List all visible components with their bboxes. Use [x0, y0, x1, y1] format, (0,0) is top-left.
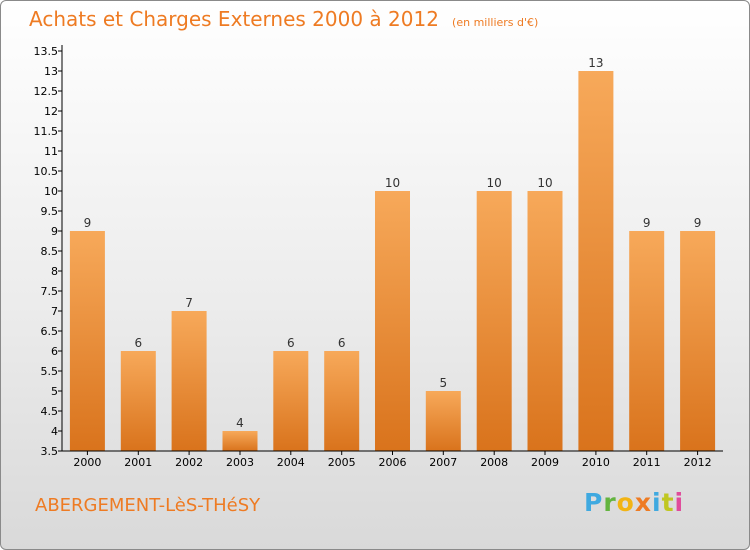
- y-tick-label-13: 13: [44, 65, 58, 78]
- bar-2001: [120, 351, 156, 451]
- y-tick-label-4: 4: [51, 425, 58, 438]
- y-tick-label-11: 11: [44, 145, 58, 158]
- logo-letter-t: t: [661, 488, 675, 517]
- x-tick-label-2012: 2012: [684, 456, 712, 469]
- y-tick-label-4.5: 4.5: [41, 405, 59, 418]
- x-tick-label-2002: 2002: [175, 456, 203, 469]
- bar-2009: [527, 191, 563, 451]
- data-label-2004: 6: [287, 336, 295, 350]
- x-tick-label-2000: 2000: [73, 456, 101, 469]
- y-tick-label-12: 12: [44, 105, 58, 118]
- y-tick-label-6: 6: [51, 345, 58, 358]
- location-label: ABERGEMENT-LèS-THéSY: [35, 495, 261, 516]
- data-label-2011: 9: [643, 216, 651, 230]
- y-tick-label-13.5: 13.5: [34, 45, 59, 58]
- logo-letter-x: x: [634, 488, 652, 517]
- x-tick-label-2005: 2005: [328, 456, 356, 469]
- bar-2005: [324, 351, 360, 451]
- y-tick-label-10: 10: [44, 185, 58, 198]
- bar-2010: [578, 71, 614, 451]
- y-tick-label-7: 7: [51, 305, 58, 318]
- data-label-2001: 6: [134, 336, 142, 350]
- logo-letter-p: P: [584, 488, 604, 517]
- x-tick-label-2006: 2006: [379, 456, 407, 469]
- data-label-2000: 9: [84, 216, 92, 230]
- bar-2011: [629, 231, 665, 451]
- y-tick-label-8.5: 8.5: [41, 245, 59, 258]
- data-label-2002: 7: [185, 296, 193, 310]
- y-tick-label-8: 8: [51, 265, 58, 278]
- y-tick-label-11.5: 11.5: [34, 125, 59, 138]
- bars-group: 9 6 7 4 6 6 10 5 10 10 13 9 9: [69, 56, 716, 451]
- bar-2002: [171, 311, 207, 451]
- data-label-2008: 10: [487, 176, 502, 190]
- bar-2004: [273, 351, 309, 451]
- data-label-2009: 10: [537, 176, 552, 190]
- logo-letter-i2: i: [674, 488, 685, 517]
- x-tick-label-2001: 2001: [124, 456, 152, 469]
- data-label-2007: 5: [439, 376, 447, 390]
- y-tick-label-10.5: 10.5: [34, 165, 59, 178]
- y-tick-label-5: 5: [51, 385, 58, 398]
- data-label-2006: 10: [385, 176, 400, 190]
- logo-letter-i1: i: [652, 488, 662, 517]
- chart-subtitle: (en milliers d'€): [452, 16, 539, 29]
- logo-letter-o: o: [616, 488, 635, 517]
- proxiti-logo[interactable]: Proxiti: [584, 488, 684, 517]
- x-tick-label-2007: 2007: [429, 456, 457, 469]
- bar-2006: [375, 191, 410, 451]
- x-tick-label-2011: 2011: [633, 456, 661, 469]
- logo-letter-r: r: [603, 488, 617, 517]
- x-tick-label-2008: 2008: [480, 456, 508, 469]
- bar-2008: [476, 191, 512, 451]
- y-tick-label-3.5: 3.5: [41, 445, 59, 458]
- bar-2000: [69, 231, 105, 451]
- y-tick-label-7.5: 7.5: [41, 285, 59, 298]
- x-tick-label-2010: 2010: [582, 456, 610, 469]
- x-tick-label-2009: 2009: [531, 456, 559, 469]
- x-tick-label-2004: 2004: [277, 456, 305, 469]
- x-tick-label-2003: 2003: [226, 456, 254, 469]
- y-tick-label-6.5: 6.5: [41, 325, 59, 338]
- y-tick-label-9: 9: [51, 225, 58, 238]
- bar-2012: [680, 231, 716, 451]
- y-tick-label-12.5: 12.5: [34, 85, 59, 98]
- data-label-2005: 6: [338, 336, 346, 350]
- y-tick-label-5.5: 5.5: [41, 365, 59, 378]
- bar-2007: [425, 391, 461, 451]
- data-label-2012: 9: [694, 216, 702, 230]
- chart-title: Achats et Charges Externes 2000 à 2012: [29, 7, 439, 31]
- axes-group: 2000 2001 2002 2003 2004 2005 2006 2007 2008 2009…: [34, 45, 723, 469]
- title-row: Achats et Charges Externes 2000 à 2012 (…: [29, 7, 538, 31]
- data-label-2003: 4: [236, 416, 244, 430]
- bar-2003: [222, 431, 258, 451]
- y-tick-label-9.5: 9.5: [41, 205, 59, 218]
- data-label-2010: 13: [588, 56, 603, 70]
